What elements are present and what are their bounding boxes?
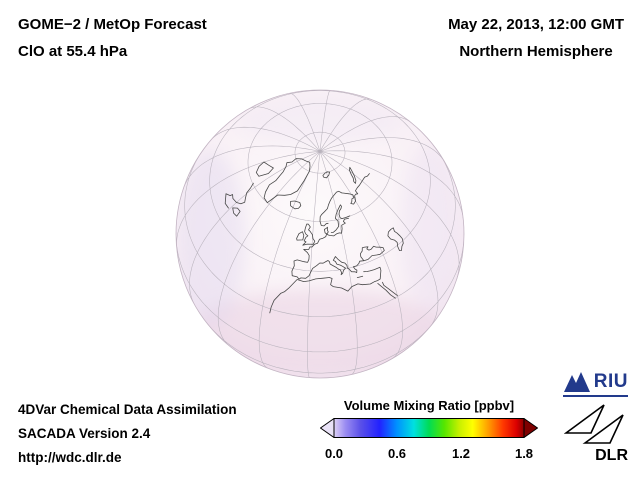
header-left: GOME−2 / MetOp Forecast ClO at 55.4 hPa — [18, 11, 207, 65]
colorbar-title: Volume Mixing Ratio [ppbv] — [343, 398, 515, 413]
attribution-line1: 4DVar Chemical Data Assimilation — [18, 402, 237, 417]
region-label: Northern Hemisphere — [459, 43, 613, 60]
attribution: 4DVar Chemical Data Assimilation SACADA … — [18, 398, 237, 470]
colorbar: Volume Mixing Ratio [ppbv] 0.0 0.6 1.2 1… — [319, 398, 539, 461]
datetime-label: May 22, 2013, 12:00 GMT — [448, 16, 624, 33]
globe-map — [175, 89, 465, 379]
dlr-logo-text: DLR — [595, 447, 628, 464]
product-title: GOME−2 / MetOp Forecast — [18, 16, 207, 33]
colorbar-gradient-bar — [333, 418, 525, 438]
riu-logo: RIU — [562, 371, 628, 397]
attribution-url: http://wdc.dlr.de — [18, 450, 122, 465]
header-right: May 22, 2013, 12:00 GMT Northern Hemisph… — [448, 11, 624, 65]
colorbar-right-arrow-icon — [523, 417, 539, 439]
species-level-title: ClO at 55.4 hPa — [18, 43, 128, 60]
colorbar-scale — [319, 417, 539, 439]
dlr-logo: DLR — [563, 403, 628, 465]
colorbar-tick-2: 1.2 — [451, 446, 471, 461]
colorbar-left-arrow-icon — [319, 417, 335, 439]
colorbar-tick-1: 0.6 — [387, 446, 407, 461]
globe-limb — [175, 89, 465, 379]
globe-svg — [175, 89, 465, 379]
colorbar-tick-0: 0.0 — [324, 446, 344, 461]
attribution-line2: SACADA Version 2.4 — [18, 426, 151, 441]
riu-mountain-icon — [563, 372, 590, 392]
dlr-wing-icon — [563, 404, 624, 444]
graticule-and-coastlines — [176, 90, 464, 378]
riu-logo-text: RIU — [593, 371, 628, 392]
colorbar-tick-3: 1.8 — [514, 446, 534, 461]
colorbar-ticks: 0.0 0.6 1.2 1.8 — [320, 446, 538, 461]
